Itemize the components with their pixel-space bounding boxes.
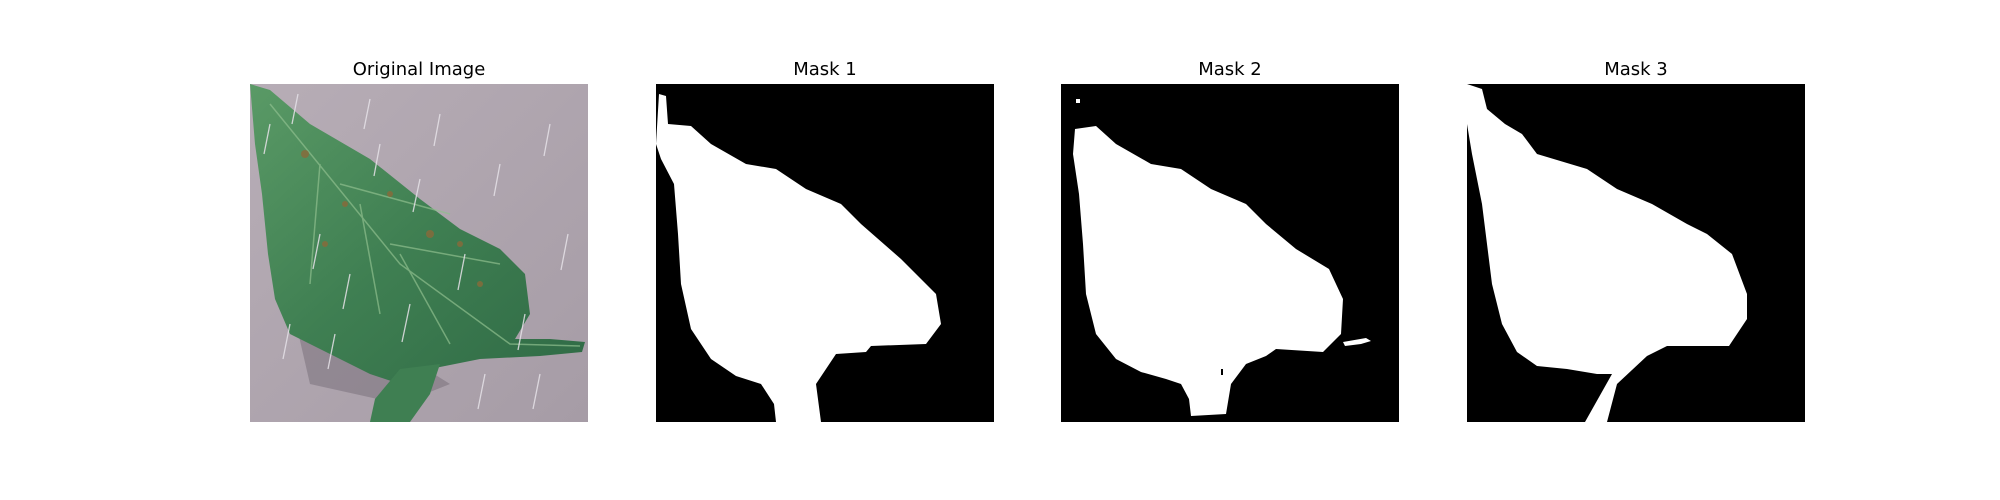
panel-title-mask-2: Mask 2 <box>1198 59 1262 80</box>
leaf <box>250 84 585 384</box>
mask-3-image <box>1467 84 1805 422</box>
original-image <box>250 84 588 422</box>
panel-title-original-image: Original Image <box>352 59 486 80</box>
mask-2-region <box>1073 126 1343 416</box>
mask-1-image <box>656 84 994 422</box>
leaf-photo <box>250 84 588 422</box>
lower-leaf <box>370 364 440 422</box>
mask-1-svg <box>656 84 994 422</box>
mask-1-region <box>656 94 941 422</box>
mask-2-svg <box>1061 84 1399 422</box>
mask-3-region <box>1467 84 1747 422</box>
panel-title-mask-1: Mask 1 <box>793 59 857 80</box>
mask-2-image <box>1061 84 1399 422</box>
mask-3-svg <box>1467 84 1805 422</box>
panel-title-mask-3: Mask 3 <box>1604 59 1668 80</box>
